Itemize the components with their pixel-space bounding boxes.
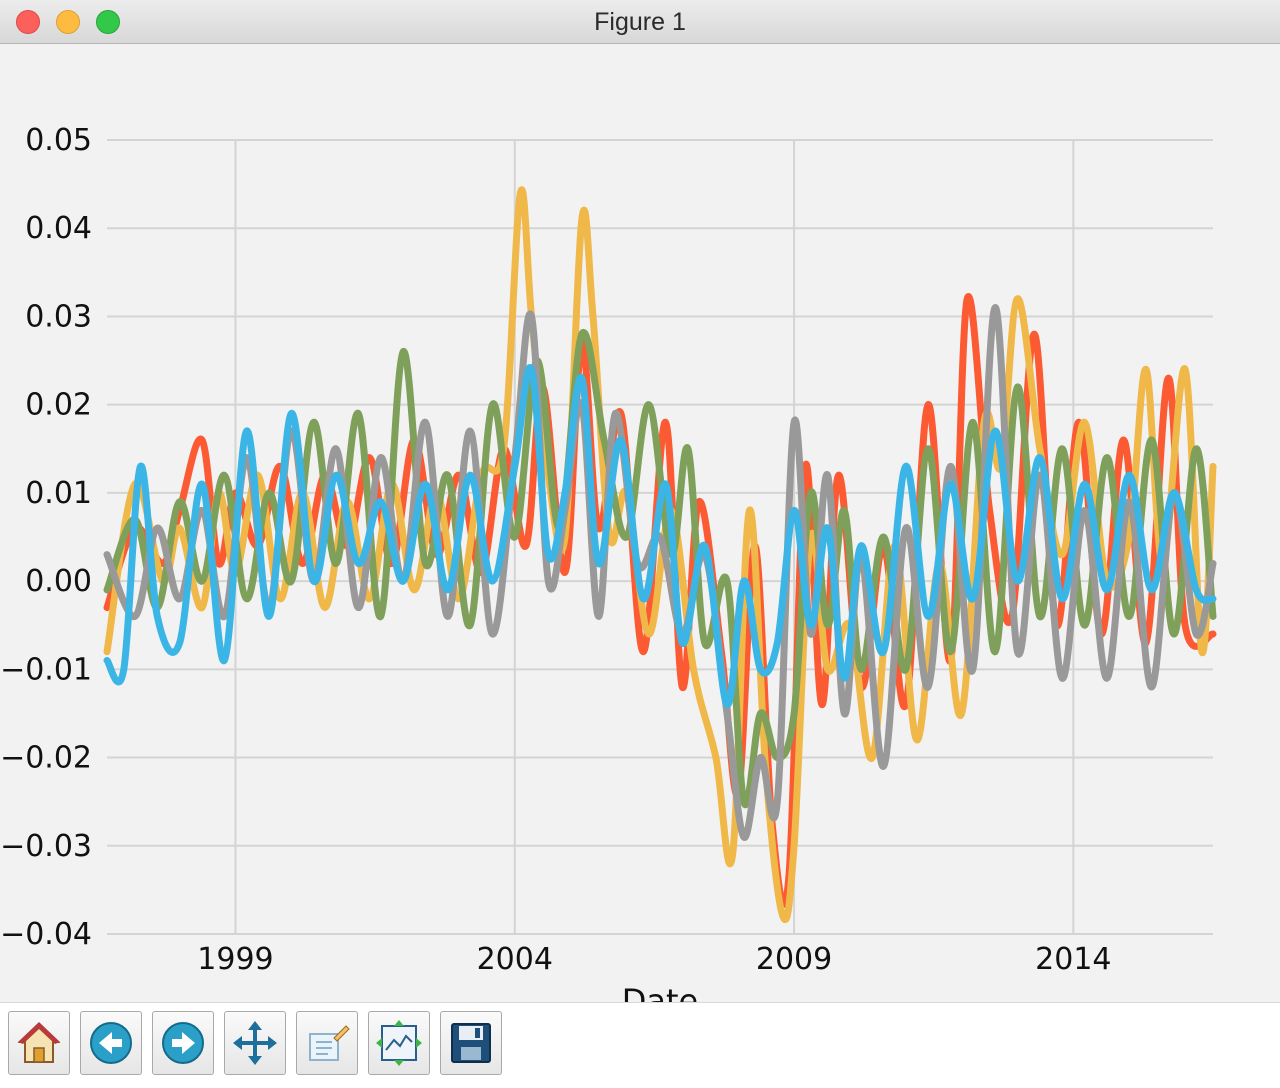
x-axis: 1999 2004 2009 2014 <box>197 942 1111 977</box>
y-tick-label: 0.00 <box>25 564 92 599</box>
move-icon <box>233 1021 277 1065</box>
y-tick-label: 0.03 <box>25 299 92 334</box>
pan-button[interactable] <box>224 1011 286 1075</box>
x-tick-label: 2004 <box>477 942 553 977</box>
y-axis: 0.05 0.04 0.03 0.02 0.01 0.00 −0.01 −0.02 −0.03 −… <box>0 123 92 952</box>
window-title: Figure 1 <box>594 8 686 36</box>
y-tick-label: −0.04 <box>0 917 92 952</box>
x-tick-label: 1999 <box>197 942 273 977</box>
series-blue <box>103 364 1217 709</box>
save-icon <box>451 1023 491 1063</box>
forward-arrow-icon <box>162 1022 204 1064</box>
subplots-icon <box>376 1020 422 1066</box>
series-green <box>103 328 1217 809</box>
subplots-button[interactable] <box>368 1011 430 1075</box>
minimize-window-button[interactable] <box>56 10 80 34</box>
y-tick-label: −0.02 <box>0 741 92 776</box>
zoom-rect-icon <box>309 1025 350 1061</box>
line-chart: 0.05 0.04 0.03 0.02 0.01 0.00 −0.01 −0.02 −0.03 −… <box>0 123 1217 1002</box>
y-tick-label: 0.01 <box>25 476 92 511</box>
back-arrow-icon <box>90 1022 132 1064</box>
close-window-button[interactable] <box>16 10 40 34</box>
zoom-window-button[interactable] <box>96 10 120 34</box>
title-bar: Figure 1 <box>0 0 1280 44</box>
figure-canvas[interactable]: 0.05 0.04 0.03 0.02 0.01 0.00 −0.01 −0.02 −0.03 −… <box>0 44 1280 1002</box>
home-button[interactable] <box>8 1011 70 1075</box>
x-tick-label: 2014 <box>1035 942 1111 977</box>
x-tick-label: 2009 <box>756 942 832 977</box>
save-button[interactable] <box>440 1011 502 1075</box>
forward-button[interactable] <box>152 1011 214 1075</box>
y-tick-label: −0.03 <box>0 829 92 864</box>
y-tick-label: 0.05 <box>25 123 92 158</box>
back-button[interactable] <box>80 1011 142 1075</box>
y-tick-label: 0.02 <box>25 388 92 423</box>
series-yellow <box>103 186 1217 924</box>
home-icon <box>17 1022 61 1063</box>
x-axis-label: Date <box>622 982 698 1002</box>
navigation-toolbar <box>0 1002 1280 1088</box>
series-group <box>103 186 1217 924</box>
y-tick-label: 0.04 <box>25 211 92 246</box>
zoom-button[interactable] <box>296 1011 358 1075</box>
y-tick-label: −0.01 <box>0 652 92 687</box>
